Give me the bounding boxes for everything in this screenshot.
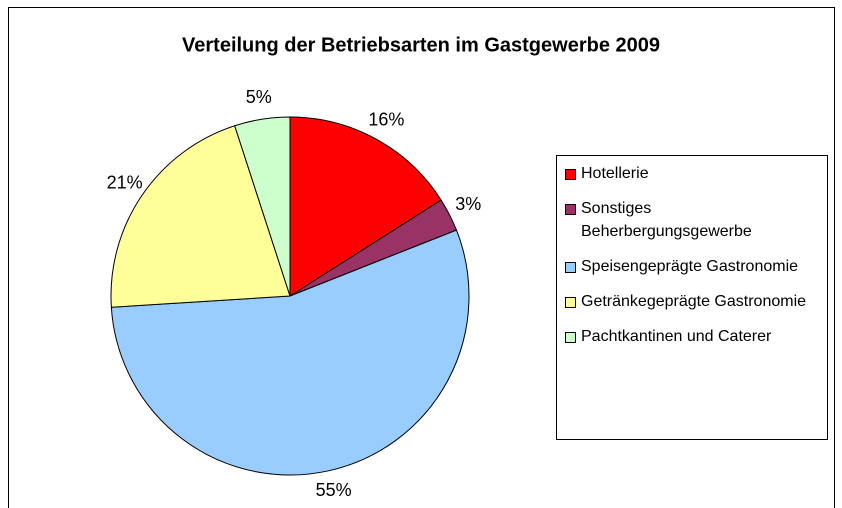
legend-label: Hotellerie xyxy=(581,165,649,182)
data-label: 3% xyxy=(455,194,481,214)
legend-item: Pachtkantinen und Caterer xyxy=(565,325,823,348)
legend-item: Speisengeprägte Gastronomie xyxy=(565,255,823,278)
legend-swatch xyxy=(565,169,576,180)
legend-swatch xyxy=(565,262,576,273)
legend-swatch xyxy=(565,332,576,343)
legend-label: Getränkegeprägte Gastronomie xyxy=(581,293,807,310)
legend: Hotellerie Sonstiges Beherbergungsgewerbe… xyxy=(556,155,828,440)
chart-title: Verteilung der Betriebsarten im Gastgewe… xyxy=(182,34,660,56)
pie-slice xyxy=(234,116,291,297)
legend-swatch xyxy=(565,204,576,215)
legend-label: Pachtkantinen und Caterer xyxy=(581,328,772,345)
legend-label: Sonstiges Beherbergungsgewerbe xyxy=(581,200,752,240)
legend-label: Speisengeprägte Gastronomie xyxy=(581,258,799,275)
legend-item: Hotellerie xyxy=(565,162,823,185)
pie-slice xyxy=(110,229,470,476)
data-label: 5% xyxy=(246,87,272,107)
legend-item: Getränkegeprägte Gastronomie xyxy=(565,290,823,313)
data-label: 55% xyxy=(316,480,352,500)
pie-slice xyxy=(110,125,291,308)
pie-slice xyxy=(289,116,442,297)
legend-item: Sonstiges Beherbergungsgewerbe xyxy=(565,197,823,243)
data-label: 16% xyxy=(368,109,404,129)
legend-swatch xyxy=(565,297,576,308)
data-label: 21% xyxy=(107,172,143,192)
